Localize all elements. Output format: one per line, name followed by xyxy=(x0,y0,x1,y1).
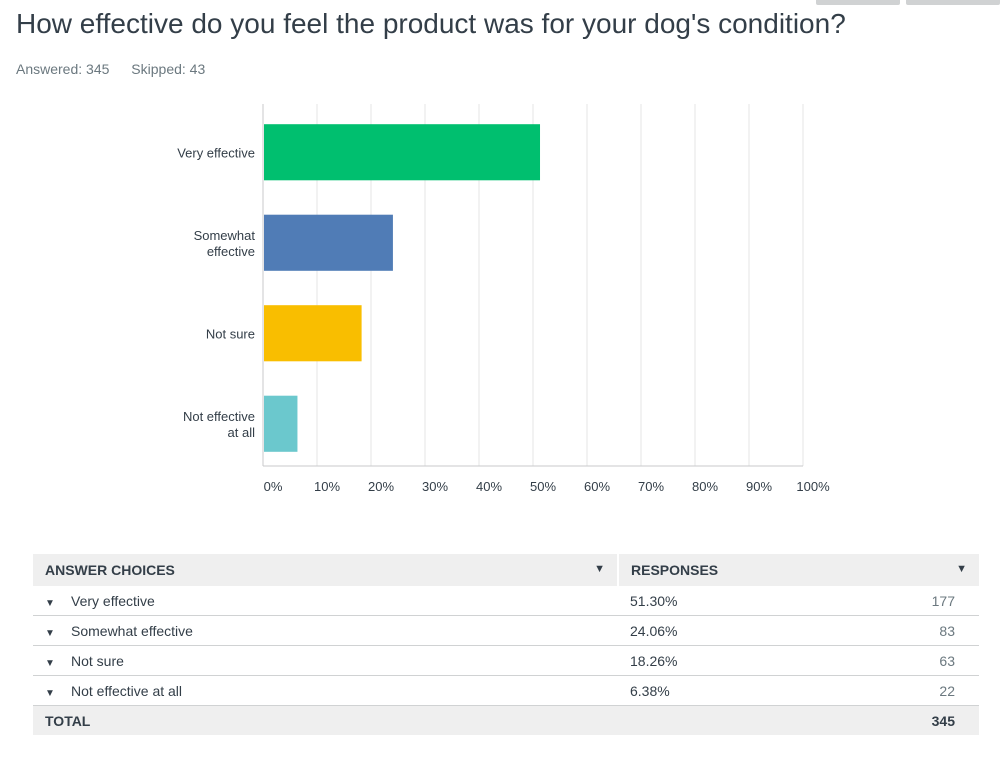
x-tick-label: 0% xyxy=(264,479,283,494)
response-stats: Answered: 345 Skipped: 43 xyxy=(16,61,223,77)
table-row: ▼ Not effective at all 6.38% 22 xyxy=(33,675,979,706)
x-tick-label: 20% xyxy=(368,479,394,494)
bar xyxy=(264,124,541,181)
x-tick-label: 80% xyxy=(692,479,718,494)
answer-choices-header-label: ANSWER CHOICES xyxy=(45,562,175,578)
x-tick-label: 40% xyxy=(476,479,502,494)
top-tab-left[interactable] xyxy=(816,0,900,5)
bar xyxy=(264,395,298,452)
row-percent: 6.38% xyxy=(618,675,816,706)
caret-down-icon[interactable]: ▼ xyxy=(45,687,55,699)
category-label: Very effective xyxy=(177,145,255,160)
total-percent xyxy=(618,705,816,735)
table-row: ▼ Not sure 18.26% 63 xyxy=(33,645,979,676)
category-label: effective xyxy=(207,244,255,259)
category-label: Not sure xyxy=(206,326,255,341)
x-tick-label: 100% xyxy=(796,479,830,494)
bar xyxy=(264,214,393,271)
responses-header-label: RESPONSES xyxy=(631,562,719,578)
skipped-count: Skipped: 43 xyxy=(131,61,206,77)
bar-chart: 0% 10% 20% 30% 40% 50% 60% 70% 80% 90% 100% Very ef… xyxy=(177,104,830,494)
category-label: at all xyxy=(228,425,256,440)
row-count: 83 xyxy=(815,615,979,646)
sort-caret-icon[interactable]: ▼ xyxy=(594,563,605,575)
question-title: How effective do you feel the product wa… xyxy=(16,8,846,39)
row-percent: 18.26% xyxy=(618,645,816,676)
total-label: TOTAL xyxy=(33,705,618,735)
row-choice: Not sure xyxy=(71,652,124,669)
row-count: 63 xyxy=(815,645,979,676)
x-tick-label: 60% xyxy=(584,479,610,494)
total-row: TOTAL 345 xyxy=(33,705,979,735)
row-percent: 51.30% xyxy=(618,586,816,616)
answer-choices-header[interactable]: ANSWER CHOICES ▼ xyxy=(33,554,619,586)
category-label: Not effective xyxy=(183,409,255,424)
x-tick-label: 30% xyxy=(422,479,448,494)
total-count: 345 xyxy=(815,705,979,735)
row-choice: Very effective xyxy=(71,592,155,609)
row-count: 22 xyxy=(815,675,979,706)
x-tick-label: 50% xyxy=(530,479,556,494)
x-tick-label: 10% xyxy=(314,479,340,494)
responses-header[interactable]: RESPONSES ▼ xyxy=(618,554,979,586)
row-count: 177 xyxy=(815,586,979,616)
responses-table: ANSWER CHOICES ▼ RESPONSES ▼ ▼ Very effec… xyxy=(33,554,979,735)
top-tab-right[interactable] xyxy=(906,0,1000,5)
table-row: ▼ Somewhat effective 24.06% 83 xyxy=(33,615,979,646)
answered-count: Answered: 345 xyxy=(16,61,110,77)
x-tick-label: 90% xyxy=(746,479,772,494)
row-percent: 24.06% xyxy=(618,615,816,646)
sort-caret-icon[interactable]: ▼ xyxy=(956,563,967,575)
category-label: Somewhat xyxy=(194,228,256,243)
table-row: ▼ Very effective 51.30% 177 xyxy=(33,586,979,616)
bar xyxy=(264,305,362,362)
caret-down-icon[interactable]: ▼ xyxy=(45,627,55,639)
caret-down-icon[interactable]: ▼ xyxy=(45,657,55,669)
caret-down-icon[interactable]: ▼ xyxy=(45,597,55,609)
row-choice: Somewhat effective xyxy=(71,622,193,639)
x-tick-label: 70% xyxy=(638,479,664,494)
row-choice: Not effective at all xyxy=(71,682,183,699)
